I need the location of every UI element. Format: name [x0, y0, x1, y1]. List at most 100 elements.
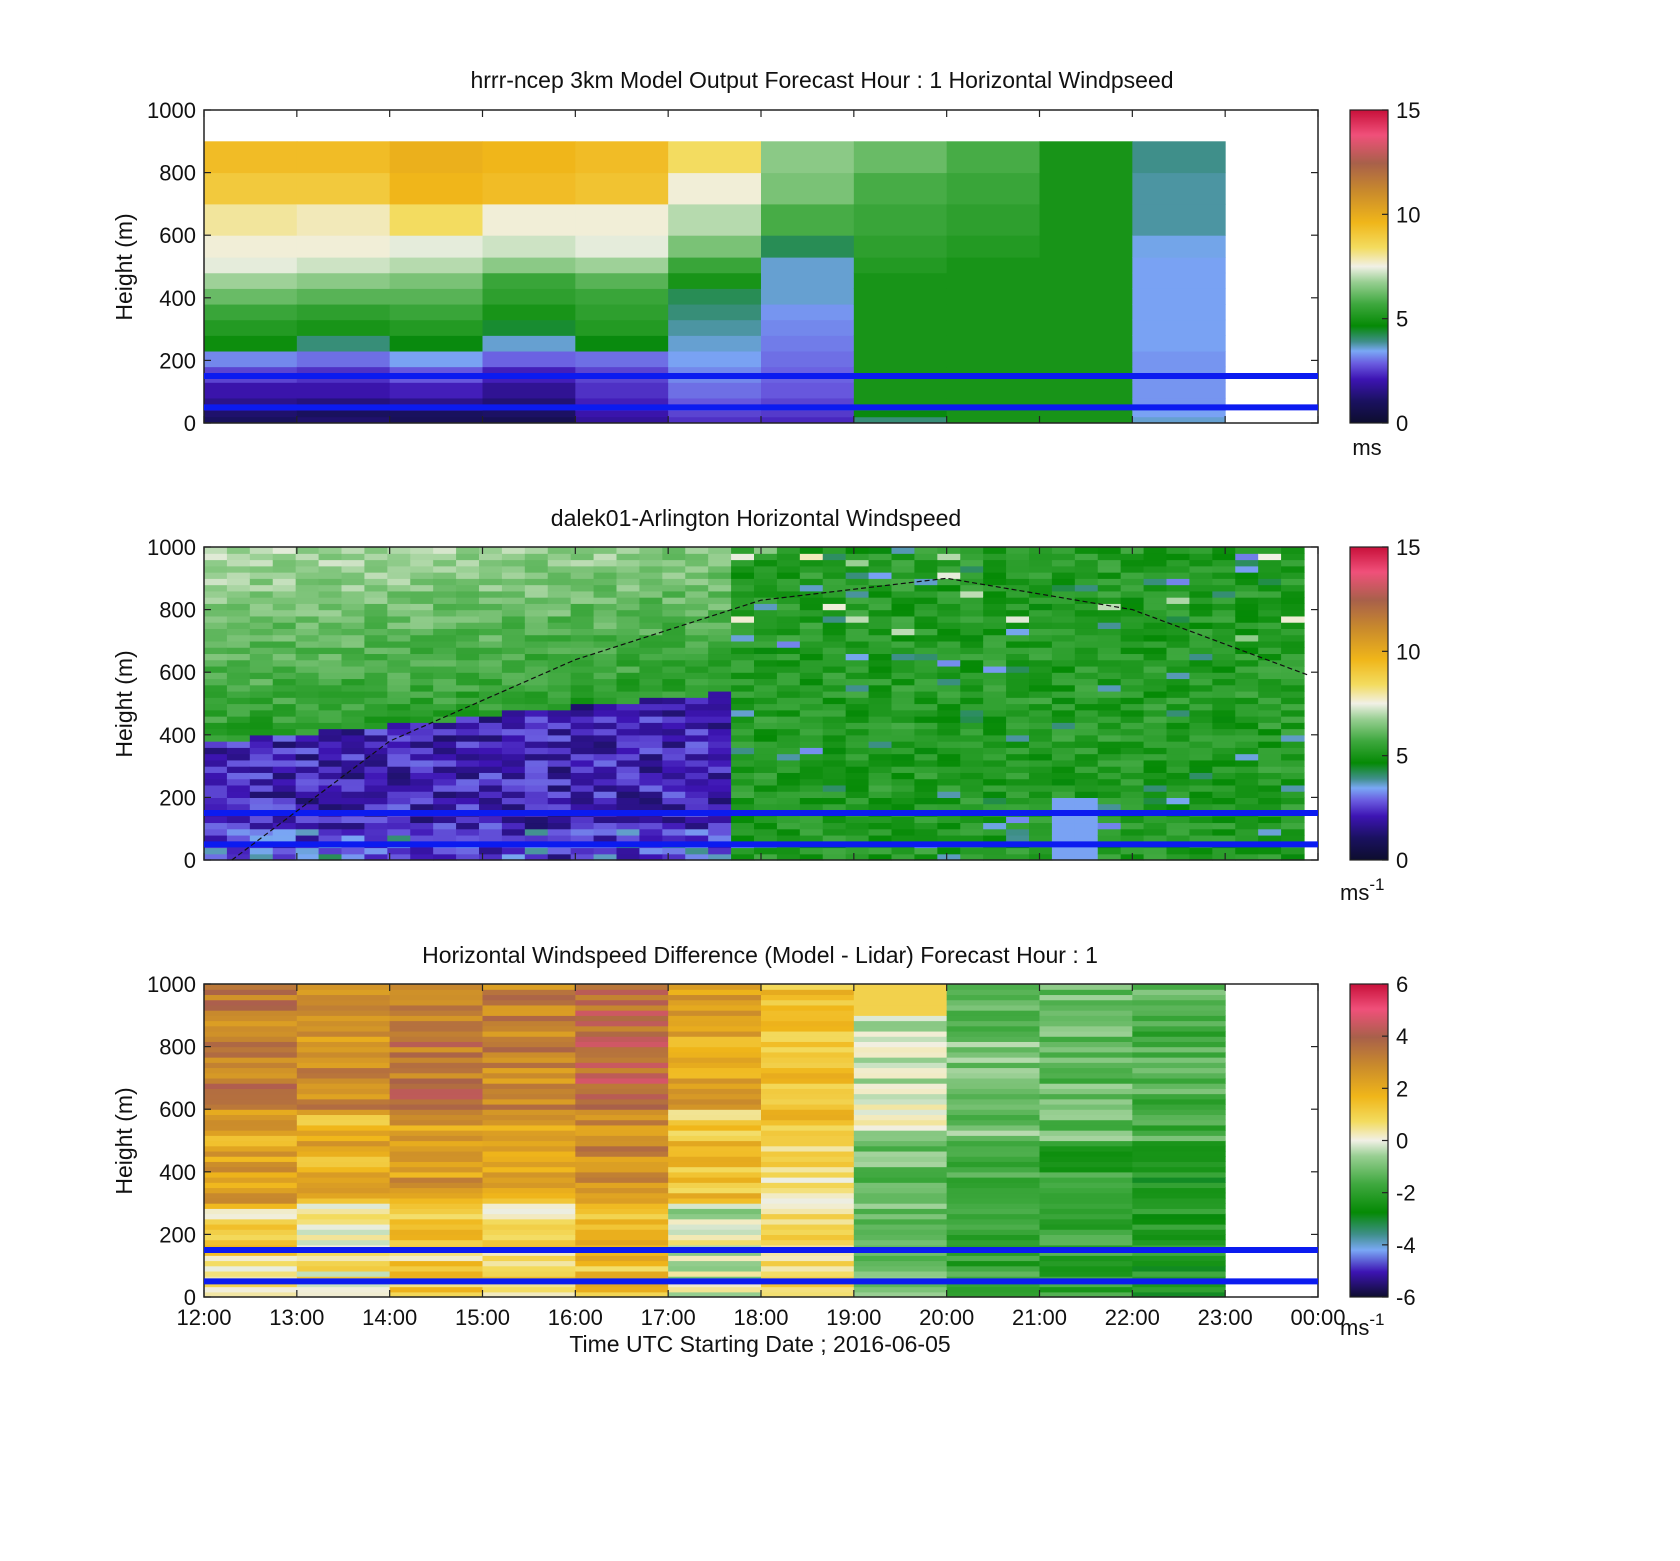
heatmap-cell — [668, 1260, 762, 1267]
heatmap-cell — [1166, 609, 1191, 617]
heatmap-cell — [1235, 647, 1259, 655]
heatmap-cell — [616, 753, 641, 761]
heatmap-cell — [937, 847, 961, 855]
heatmap-cell — [761, 1203, 855, 1209]
heatmap-cell — [341, 753, 366, 761]
heatmap-cell — [761, 319, 855, 336]
heatmap-cell — [1189, 703, 1213, 711]
x-tick-label: 00:00 — [1290, 1305, 1345, 1330]
heatmap-cell — [482, 1046, 576, 1053]
heatmap-cell — [341, 553, 366, 561]
heatmap-cell — [1132, 1093, 1226, 1100]
heatmap-cell — [204, 590, 228, 598]
heatmap-cell — [845, 703, 870, 711]
heatmap-cell — [668, 1135, 762, 1142]
heatmap-cell — [318, 703, 343, 711]
heatmap-cell — [1051, 622, 1076, 629]
heatmap-cell — [593, 672, 618, 680]
heatmap-cell — [937, 603, 961, 611]
heatmap-cell — [204, 578, 228, 586]
heatmap-cell — [524, 784, 549, 792]
heatmap-cell — [853, 1046, 948, 1053]
heatmap-cell — [1132, 351, 1226, 368]
heatmap-cell — [204, 647, 228, 655]
heatmap-cell — [1166, 847, 1191, 855]
heatmap-cell — [387, 784, 411, 792]
heatmap-cell — [1258, 684, 1282, 692]
heatmap-cell — [1006, 803, 1030, 811]
heatmap-cell — [845, 547, 870, 554]
heatmap-cell — [960, 703, 984, 711]
heatmap-cell — [946, 1093, 1040, 1100]
heatmap-cell — [524, 690, 549, 698]
heatmap-cell — [389, 1010, 483, 1016]
heatmap-cell — [272, 659, 297, 667]
heatmap-cell — [891, 628, 916, 636]
heatmap-cell — [1235, 834, 1259, 842]
heatmap-cell — [249, 628, 274, 636]
heatmap-cell — [1132, 235, 1226, 258]
heatmap-cell — [946, 999, 1040, 1006]
heatmap-cell — [960, 753, 984, 761]
heatmap-cell — [410, 741, 434, 748]
heatmap-cell — [1039, 1234, 1133, 1241]
heatmap-cell — [226, 847, 251, 855]
heatmap-cell — [524, 559, 549, 567]
heatmap-cell — [501, 834, 526, 842]
heatmap-cell — [1143, 565, 1168, 573]
heatmap-cell — [387, 734, 411, 742]
heatmap-cell — [410, 622, 434, 629]
heatmap-cell — [204, 1166, 298, 1173]
heatmap-cell — [639, 640, 663, 648]
heatmap-cell — [868, 684, 893, 692]
heatmap-cell — [1132, 1057, 1226, 1063]
heatmap-cell — [296, 1030, 391, 1037]
heatmap-cell — [937, 853, 961, 861]
heatmap-cell — [776, 741, 801, 748]
heatmap-cell — [296, 1057, 391, 1063]
heatmap-cell — [479, 697, 503, 705]
heatmap-cell — [822, 647, 847, 655]
heatmap-cell — [575, 1161, 669, 1168]
heatmap-cell — [1039, 1166, 1133, 1173]
heatmap-cell — [364, 565, 388, 573]
heatmap-cell — [204, 597, 228, 604]
heatmap-cell — [776, 622, 801, 629]
heatmap-cell — [501, 703, 526, 711]
heatmap-cell — [456, 547, 480, 554]
heatmap-cell — [891, 797, 916, 805]
heatmap-cell — [761, 1187, 855, 1194]
heatmap-cell — [1120, 634, 1145, 642]
heatmap-cell — [868, 547, 893, 554]
heatmap-cell — [387, 678, 411, 686]
heatmap-cell — [410, 697, 434, 705]
heatmap-cell — [761, 410, 855, 418]
heatmap-cell — [754, 816, 778, 824]
heatmap-cell — [960, 659, 984, 667]
heatmap-cell — [1051, 559, 1076, 567]
heatmap-cell — [389, 1093, 483, 1100]
heatmap-cell — [570, 578, 595, 586]
heatmap-cell — [296, 1067, 391, 1074]
heatmap-cell — [662, 634, 686, 642]
heatmap-cell — [295, 766, 320, 773]
heatmap-cell — [853, 1041, 948, 1048]
heatmap-cell — [482, 382, 576, 399]
heatmap-cell — [389, 1072, 483, 1079]
heatmap-cell — [983, 597, 1007, 604]
heatmap-cell — [983, 547, 1007, 554]
heatmap-cell — [524, 547, 549, 554]
heatmap-cell — [1029, 847, 1053, 855]
heatmap-cell — [662, 791, 686, 798]
heatmap-cell — [204, 1046, 298, 1053]
heatmap-cell — [1097, 653, 1122, 661]
heatmap-cell — [547, 559, 572, 567]
heatmap-cell — [946, 1098, 1040, 1105]
heatmap-cell — [853, 1109, 948, 1116]
heatmap-cell — [761, 1010, 855, 1016]
heatmap-cell — [754, 716, 778, 723]
heatmap-cell — [1132, 1130, 1226, 1136]
heatmap-cell — [891, 640, 916, 648]
heatmap-cell — [1120, 834, 1145, 842]
heatmap-cell — [387, 728, 411, 736]
